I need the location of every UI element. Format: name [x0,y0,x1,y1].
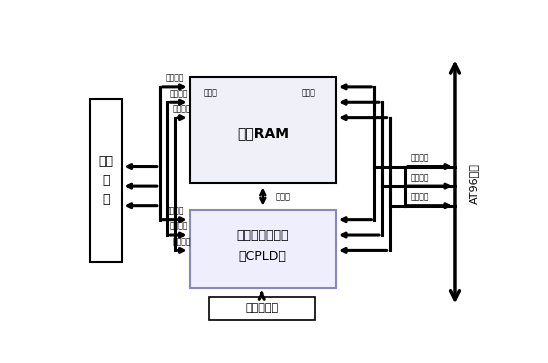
Text: 左端口: 左端口 [204,88,218,97]
Bar [190,210,336,288]
Text: 控制线: 控制线 [276,192,290,201]
Text: 可编程逻辑器件
（CPLD）: 可编程逻辑器件 （CPLD） [237,229,289,263]
Text: 微处
理
器: 微处 理 器 [98,155,113,206]
Text: 地址总线: 地址总线 [169,89,188,98]
Text: 数据总线: 数据总线 [165,74,184,83]
Bar [190,77,336,183]
Text: 基地址编码: 基地址编码 [245,303,278,313]
Text: 地址总线: 地址总线 [411,173,429,182]
Text: 控制总线: 控制总线 [173,237,192,246]
Text: 控制总线: 控制总线 [173,105,192,113]
Text: 双口RAM: 双口RAM [237,126,289,140]
Text: 地址总线: 地址总线 [169,222,188,231]
Bar [90,99,122,262]
Text: 数据总线: 数据总线 [411,153,429,162]
Text: 数据总线: 数据总线 [165,207,184,216]
Text: 控制总线: 控制总线 [411,192,429,201]
Text: AT96总线: AT96总线 [469,163,479,204]
Text: 右端口: 右端口 [301,88,316,97]
Bar [209,297,315,320]
